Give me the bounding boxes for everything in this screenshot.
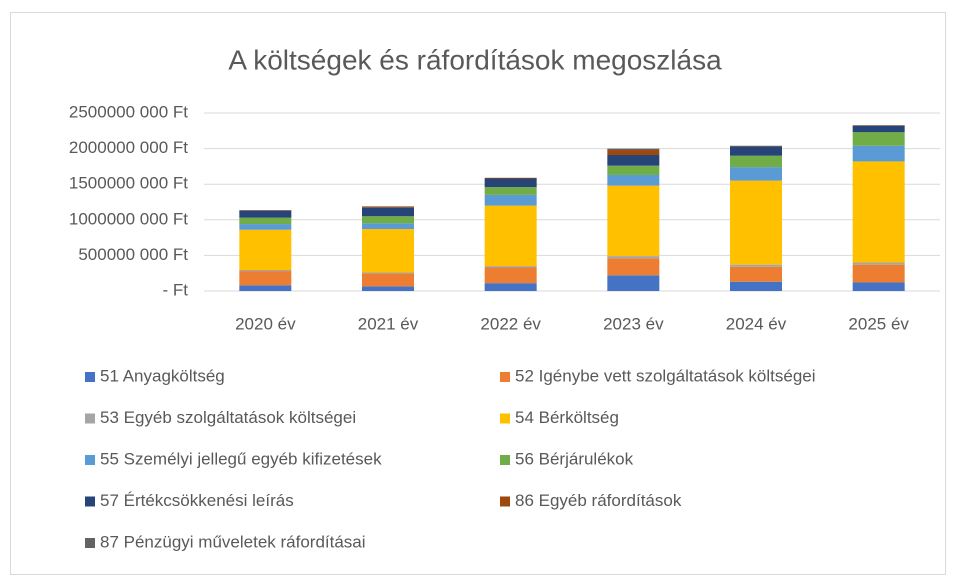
- bar-segment: [607, 256, 660, 259]
- bar-segment: [484, 178, 537, 188]
- x-tick-label: 2022 év: [480, 314, 541, 333]
- y-tick-label: 500000 000 Ft: [78, 245, 188, 264]
- bar-segment: [362, 286, 414, 291]
- bar-segment: [852, 264, 905, 283]
- bar-segment: [730, 281, 782, 291]
- x-tick-label: 2020 év: [235, 314, 296, 333]
- bar-segment: [239, 224, 292, 230]
- bar-segment: [607, 275, 660, 291]
- bar-segment: [730, 180, 782, 265]
- y-tick-label: - Ft: [163, 280, 189, 299]
- bar-segment: [239, 210, 292, 218]
- bar-segment: [852, 145, 905, 162]
- bar-segment: [362, 206, 414, 208]
- bar-segment: [852, 262, 905, 265]
- bar-segment: [730, 155, 782, 168]
- legend-label: 86 Egyéb ráfordítások: [515, 491, 682, 510]
- bar-segment: [362, 216, 414, 224]
- y-tick-label: 2500000 000 Ft: [69, 102, 188, 121]
- legend-label: 56 Bérjárulékok: [515, 449, 634, 468]
- bar-segment: [484, 205, 537, 267]
- legend-swatch: [500, 413, 510, 424]
- legend-swatch: [85, 496, 95, 507]
- legend-swatch: [500, 455, 510, 465]
- legend-swatch: [85, 455, 95, 465]
- bar-segment: [852, 282, 905, 291]
- bar-segment: [607, 185, 660, 257]
- bar-segment: [852, 125, 905, 133]
- chart-title: A költségek és ráfordítások megoszlása: [228, 44, 722, 75]
- legend-swatch: [85, 538, 95, 548]
- bar-segment: [607, 165, 660, 175]
- bar-segment: [362, 229, 414, 273]
- y-tick-label: 1500000 000 Ft: [69, 174, 188, 193]
- legend-swatch: [500, 372, 510, 382]
- legend-swatch: [85, 413, 95, 424]
- y-tick-label: 2000000 000 Ft: [69, 138, 188, 157]
- legend-swatch: [500, 496, 510, 507]
- legend-label: 53 Egyéb szolgáltatások költségei: [100, 408, 356, 427]
- x-tick-label: 2025 év: [848, 314, 909, 333]
- bar-segment: [484, 187, 537, 195]
- bar-segment: [484, 283, 537, 291]
- bar-segment: [362, 272, 414, 274]
- bar-segment: [484, 194, 537, 206]
- bar-segment: [484, 266, 537, 268]
- x-tick-label: 2024 év: [726, 314, 787, 333]
- bar-segment: [607, 155, 660, 166]
- legend-label: 87 Pénzügyi műveletek ráfordításai: [100, 532, 366, 551]
- bar-segment: [362, 223, 414, 230]
- bar-segment: [607, 150, 660, 156]
- bar-segment: [852, 161, 905, 263]
- bar-segment: [484, 177, 537, 179]
- legend-label: 57 Értékcsökkenési leírás: [100, 491, 294, 510]
- bar-segment: [607, 174, 660, 186]
- bar-segment: [607, 148, 660, 151]
- bar-segment: [484, 267, 537, 284]
- bar-segment: [730, 264, 782, 267]
- x-tick-label: 2023 év: [603, 314, 664, 333]
- legend-label: 52 Igénybe vett szolgáltatások költségei: [515, 366, 816, 385]
- bar-segment: [239, 217, 292, 225]
- legend-swatch: [85, 372, 95, 382]
- bar-segment: [239, 269, 292, 272]
- x-tick-label: 2021 év: [358, 314, 419, 333]
- legend-label: 54 Bérköltség: [515, 408, 619, 427]
- bar-segment: [730, 266, 782, 282]
- legend-label: 51 Anyagköltség: [100, 366, 225, 385]
- bar-segment: [607, 258, 660, 276]
- bar-segment: [362, 273, 414, 287]
- y-tick-label: 1000000 000 Ft: [69, 209, 188, 228]
- legend-label: 55 Személyi jellegű egyéb kifizetések: [100, 449, 382, 468]
- bar-segment: [730, 167, 782, 181]
- chart-frame: [10, 12, 946, 575]
- bar-segment: [239, 285, 292, 291]
- bar-segment: [239, 229, 292, 270]
- bar-segment: [852, 132, 905, 146]
- bar-segment: [362, 207, 414, 217]
- bar-segment: [239, 271, 292, 286]
- bar-segment: [730, 146, 782, 156]
